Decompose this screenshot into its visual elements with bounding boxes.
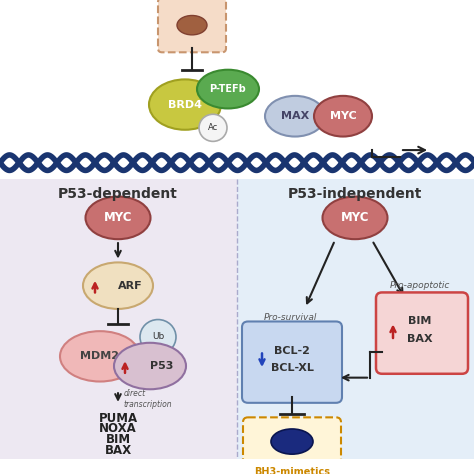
Text: MYC: MYC [104, 211, 132, 224]
FancyBboxPatch shape [242, 321, 342, 403]
Circle shape [199, 114, 227, 141]
Text: MAX: MAX [281, 111, 309, 121]
Text: ARF: ARF [118, 281, 143, 291]
Text: BRD4: BRD4 [168, 100, 202, 109]
FancyBboxPatch shape [243, 417, 341, 474]
Ellipse shape [83, 263, 153, 309]
Text: MYC: MYC [329, 111, 356, 121]
Text: Ub: Ub [152, 332, 164, 341]
Text: NOXA: NOXA [99, 422, 137, 436]
Text: Pro-survival: Pro-survival [264, 313, 317, 322]
Text: P53-independent: P53-independent [288, 187, 422, 201]
Ellipse shape [114, 343, 186, 389]
Ellipse shape [149, 80, 221, 130]
Circle shape [140, 319, 176, 355]
Text: P53-dependent: P53-dependent [58, 187, 178, 201]
Text: BIM: BIM [408, 317, 432, 327]
Ellipse shape [271, 429, 313, 454]
Text: BCL-XL: BCL-XL [271, 363, 313, 373]
Text: BAX: BAX [407, 334, 433, 344]
FancyBboxPatch shape [376, 292, 468, 374]
Text: Pro-apoptotic: Pro-apoptotic [390, 281, 450, 290]
FancyBboxPatch shape [237, 179, 474, 459]
Text: BH3-mimetics: BH3-mimetics [254, 466, 330, 474]
FancyBboxPatch shape [158, 0, 226, 52]
Text: P-TEFb: P-TEFb [210, 84, 246, 94]
Text: MDM2: MDM2 [81, 351, 119, 361]
FancyBboxPatch shape [0, 179, 237, 459]
Ellipse shape [322, 197, 388, 239]
FancyBboxPatch shape [0, 0, 474, 179]
Text: Ac: Ac [208, 123, 218, 132]
Ellipse shape [265, 96, 325, 137]
Text: direct
transcription: direct transcription [124, 389, 173, 409]
Ellipse shape [314, 96, 372, 137]
Ellipse shape [85, 197, 151, 239]
Ellipse shape [60, 331, 140, 382]
Text: MYC: MYC [341, 211, 369, 224]
Text: PUMA: PUMA [99, 412, 137, 425]
Ellipse shape [177, 16, 207, 35]
Text: BIM: BIM [105, 433, 130, 446]
Text: P53: P53 [150, 361, 173, 371]
Text: BAX: BAX [104, 444, 132, 457]
Text: BCL-2: BCL-2 [274, 346, 310, 356]
Ellipse shape [197, 70, 259, 109]
